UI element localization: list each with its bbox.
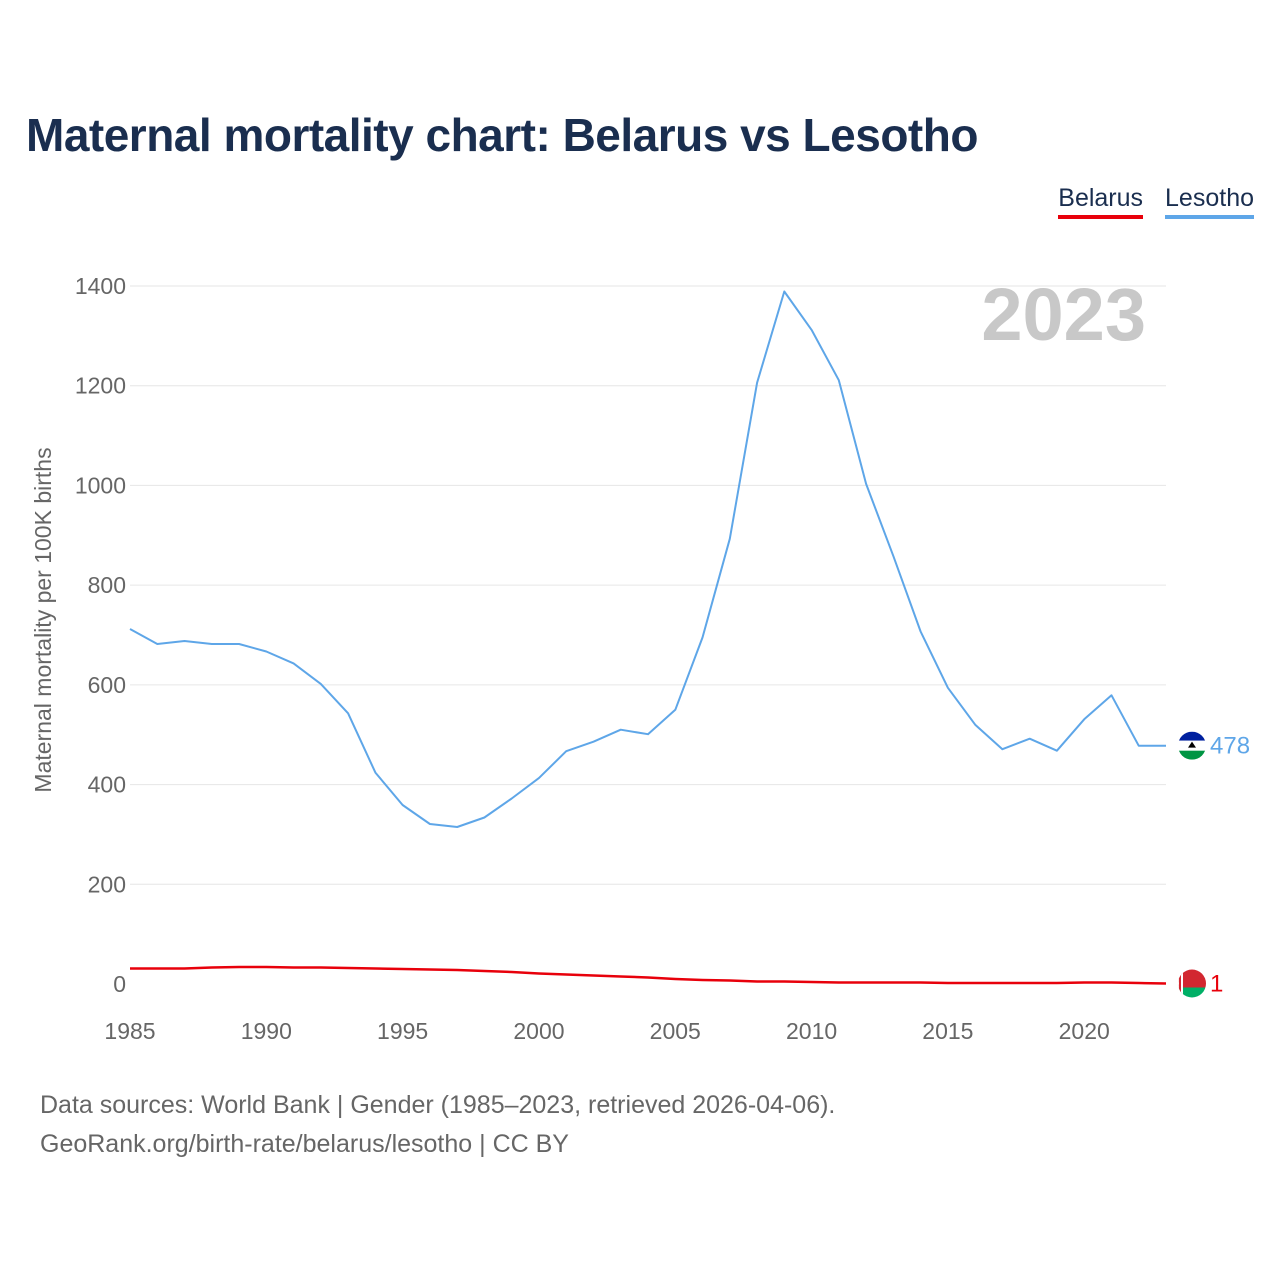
y-tick-label: 1400 [75, 273, 126, 299]
x-tick-label: 1995 [377, 1018, 428, 1044]
x-tick-label: 2000 [513, 1018, 564, 1044]
legend-lesotho[interactable]: Lesotho [1165, 184, 1254, 219]
series-line-belarus [130, 965, 1167, 985]
y-tick-label: 800 [88, 572, 126, 598]
end-value-label-lesotho: 478 [1210, 733, 1250, 760]
footer: Data sources: World Bank | Gender (1985–… [40, 1086, 835, 1164]
y-tick-label: 1200 [75, 373, 126, 399]
x-tick-label: 1990 [241, 1018, 292, 1044]
series-line-lesotho [129, 290, 1166, 828]
x-tick-label: 1985 [104, 1018, 155, 1044]
end-value-label-belarus: 1 [1210, 971, 1223, 998]
y-tick-label: 200 [88, 871, 126, 897]
y-tick-label: 400 [88, 772, 126, 798]
x-tick-label: 2010 [786, 1018, 837, 1044]
page-title: Maternal mortality chart: Belarus vs Les… [26, 109, 978, 161]
source-link[interactable]: GeoRank.org/birth-rate/belarus/lesotho |… [40, 1130, 569, 1158]
data-sources-text: Data sources: World Bank | Gender (1985–… [40, 1091, 836, 1119]
x-tick-label: 2015 [922, 1018, 973, 1044]
y-tick-label: 600 [88, 672, 126, 698]
y-axis-label: Maternal mortality per 100K births [30, 447, 56, 792]
y-tick-label: 1000 [75, 472, 126, 498]
year-watermark: 2023 [981, 273, 1146, 356]
y-tick-label: 0 [113, 971, 126, 997]
chart-legend: Belarus Lesotho [1058, 184, 1254, 219]
flag-lesotho-icon [1178, 731, 1206, 760]
x-tick-label: 2020 [1059, 1018, 1110, 1044]
legend-belarus[interactable]: Belarus [1058, 184, 1144, 219]
x-tick-label: 2005 [650, 1018, 701, 1044]
flag-belarus-icon [1178, 969, 1206, 998]
